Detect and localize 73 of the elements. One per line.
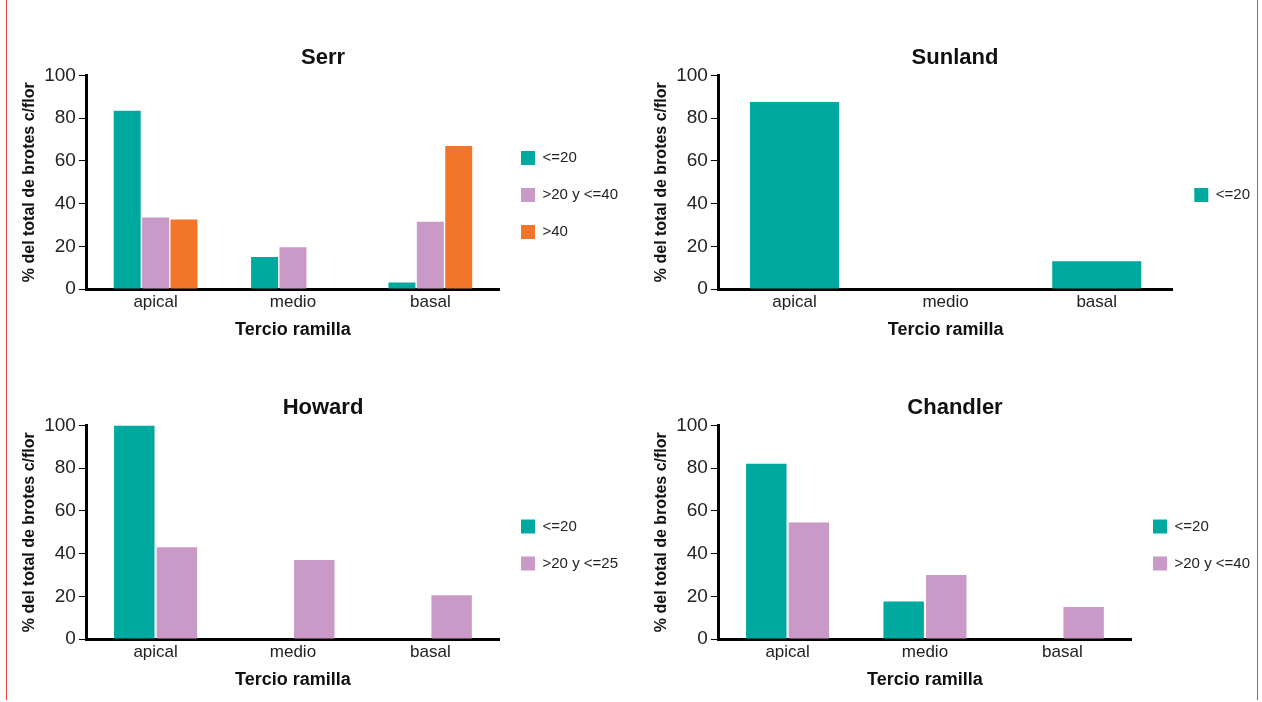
legend-label: >20 y <=40 [1174, 553, 1250, 571]
bar [170, 219, 198, 289]
bar [926, 574, 967, 639]
x-tick-label: medio [269, 641, 317, 661]
y-tick-label: 20 [686, 234, 708, 256]
y-tick-label: 80 [54, 106, 76, 128]
y-tick-label: 20 [54, 584, 76, 606]
y-tick-label: 40 [686, 191, 708, 213]
bar [251, 256, 279, 289]
y-tick-label: 20 [54, 234, 76, 256]
legend-label: <=20 [542, 516, 577, 534]
y-tick-label: 100 [676, 63, 708, 85]
y-tick-label: 40 [686, 541, 708, 563]
bar [294, 559, 335, 639]
y-tick-label: 0 [65, 627, 76, 649]
chart-title: Chandler [907, 394, 1004, 420]
y-tick-label: 0 [697, 627, 708, 649]
bar [156, 547, 198, 639]
bar [431, 595, 472, 639]
y-tick-label: 100 [44, 63, 76, 85]
y-tick-label: 60 [54, 149, 76, 171]
bar [388, 282, 416, 289]
x-tick-label: basal [410, 291, 451, 311]
y-axis-title: % del total de brotes c/flor [20, 432, 38, 633]
x-tick-label: basal [1076, 291, 1118, 311]
legend-label: >20 y <=25 [542, 553, 618, 571]
x-tick-label: basal [1042, 641, 1083, 661]
y-tick-label: 80 [686, 106, 708, 128]
legend-label: <=20 [1174, 516, 1209, 534]
bar [445, 145, 473, 289]
x-tick-label: apical [772, 291, 817, 311]
bar [788, 522, 830, 639]
y-tick-label: 100 [676, 413, 708, 435]
y-tick-label: 40 [54, 191, 76, 213]
y-tick-label: 20 [686, 584, 708, 606]
y-tick-label: 0 [697, 277, 708, 299]
bar [746, 463, 787, 639]
y-tick-label: 100 [44, 413, 76, 435]
y-tick-label: 60 [54, 499, 76, 521]
x-axis-title: Tercio ramilla [867, 669, 984, 690]
x-tick-label: medio [922, 291, 969, 311]
y-axis-title: % del total de brotes c/flor [20, 82, 38, 283]
chart-title: Serr [300, 44, 346, 70]
x-tick-label: medio [901, 641, 949, 661]
legend-label: >40 [542, 222, 568, 240]
x-tick-label: apical [133, 291, 178, 311]
legend-label: <=20 [1215, 185, 1251, 203]
legend-label: <=20 [542, 148, 577, 166]
x-axis-title: Tercio ramilla [235, 669, 352, 690]
y-tick-label: 60 [686, 149, 708, 171]
chart-title: Howard [282, 394, 364, 420]
y-tick-label: 0 [65, 277, 76, 299]
x-axis-title: Tercio ramilla [887, 319, 1005, 340]
bar [416, 221, 444, 289]
bar [142, 217, 170, 289]
bar [883, 601, 924, 639]
x-tick-label: apical [133, 641, 178, 661]
y-axis-title: % del total de brotes c/flor [652, 82, 670, 283]
x-tick-label: apical [765, 641, 810, 661]
x-tick-label: basal [410, 641, 451, 661]
y-tick-label: 80 [54, 456, 76, 478]
legend-label: >20 y <=40 [542, 185, 618, 203]
y-tick-label: 80 [686, 456, 708, 478]
x-tick-label: medio [269, 291, 317, 311]
x-axis-title: Tercio ramilla [235, 319, 352, 340]
y-tick-label: 60 [686, 499, 708, 521]
bar [114, 425, 155, 639]
bar [113, 110, 141, 289]
bar [1063, 606, 1104, 639]
bar [279, 247, 307, 289]
y-tick-label: 40 [54, 541, 76, 563]
chart-title: Sunland [911, 44, 999, 70]
y-axis-title: % del total de brotes c/flor [652, 432, 670, 633]
